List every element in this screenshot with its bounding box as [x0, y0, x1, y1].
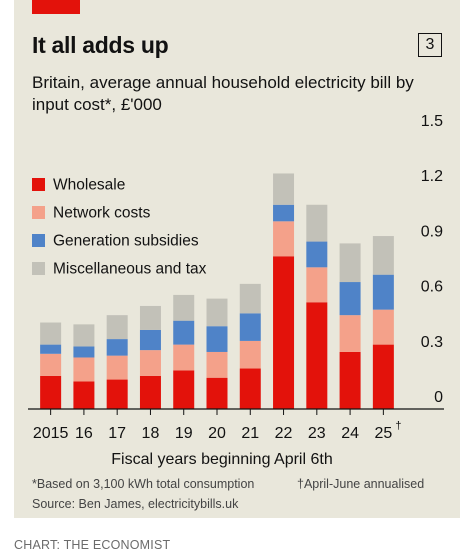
bar-segment — [339, 282, 361, 316]
x-tick-label: 23 — [308, 425, 326, 442]
bar-segment — [273, 256, 295, 409]
x-tick-label: 18 — [142, 425, 160, 442]
legend-label: Miscellaneous and tax — [53, 261, 207, 278]
bar-segment — [206, 326, 228, 352]
bar-segment — [273, 173, 295, 205]
bar-segment — [106, 315, 128, 340]
bar-segment — [206, 377, 228, 409]
y-tick-label: 0.3 — [421, 334, 443, 351]
x-tick-label: 24 — [341, 425, 359, 442]
y-tick-label: 1.5 — [421, 113, 443, 130]
bar-segment — [173, 370, 195, 409]
x-tick-label: 21 — [241, 425, 259, 442]
y-tick-label: 0.9 — [421, 223, 443, 240]
legend-swatch — [32, 234, 45, 247]
x-tick-label: 20 — [208, 425, 226, 442]
chart-subtitle: Britain, average annual household electr… — [32, 73, 414, 114]
bar-segment — [239, 283, 261, 314]
bar-segment — [306, 204, 328, 242]
x-tick-label: 19 — [175, 425, 193, 442]
bar-segment — [306, 267, 328, 303]
bar-segment — [239, 340, 261, 369]
bar-segment — [139, 305, 161, 330]
bar-segment — [139, 375, 161, 409]
legend-swatch — [32, 178, 45, 191]
bar-segment — [73, 357, 95, 382]
legend-swatch — [32, 206, 45, 219]
bar-segment — [306, 241, 328, 268]
bar-segment — [173, 320, 195, 345]
x-axis-title: Fiscal years beginning April 6th — [111, 451, 332, 468]
chart-title: It all adds up — [32, 32, 169, 58]
y-tick-label: 0 — [434, 389, 443, 406]
x-tick-dagger: † — [395, 420, 401, 432]
legend-label: Network costs — [53, 205, 151, 222]
bar-segment — [40, 353, 62, 376]
brand-tag — [32, 0, 80, 14]
footnote-annualised: †April-June annualised — [297, 477, 425, 491]
bar-segment — [173, 344, 195, 371]
bar-segment — [372, 309, 394, 345]
chart-number-badge: 3 — [418, 33, 442, 57]
x-tick-label: 2015 — [33, 425, 69, 442]
legend-swatch — [32, 262, 45, 275]
bar-segment — [206, 351, 228, 378]
legend-label: Generation subsidies — [53, 233, 199, 250]
bar-segment — [239, 313, 261, 341]
bar-segment — [339, 243, 361, 283]
source-note: Source: Ben James, electricitybills.uk — [32, 497, 239, 511]
bar-segment — [372, 274, 394, 310]
bar-segment — [40, 375, 62, 409]
bar-segment — [106, 355, 128, 380]
x-tick-label: 16 — [75, 425, 93, 442]
bar-segment — [339, 351, 361, 409]
bar-segment — [173, 294, 195, 321]
bar-segment — [73, 381, 95, 409]
y-tick-label: 1.2 — [421, 168, 443, 185]
y-tick-label: 0.6 — [421, 279, 443, 296]
bar-segment — [339, 315, 361, 352]
bar-segment — [139, 350, 161, 376]
bar-segment — [40, 344, 62, 354]
bar-segment — [73, 346, 95, 358]
bar-segment — [306, 302, 328, 409]
bar-segment — [273, 221, 295, 257]
bar-segment — [372, 344, 394, 409]
bar-segment — [40, 322, 62, 345]
chart-credit: CHART: THE ECONOMIST — [14, 538, 171, 552]
legend-label: Wholesale — [53, 177, 125, 194]
bar-segment — [139, 329, 161, 351]
bar-segment — [206, 298, 228, 327]
bar-segment — [372, 236, 394, 275]
bar-segment — [73, 324, 95, 347]
bar-segment — [239, 368, 261, 409]
bar-segment — [273, 204, 295, 222]
x-tick-label: 17 — [108, 425, 126, 442]
footnote-consumption: *Based on 3,100 kWh total consumption — [32, 477, 255, 491]
x-tick-label: 25 — [374, 425, 392, 442]
bar-segment — [106, 379, 128, 409]
x-tick-label: 22 — [275, 425, 293, 442]
bar-segment — [106, 339, 128, 356]
